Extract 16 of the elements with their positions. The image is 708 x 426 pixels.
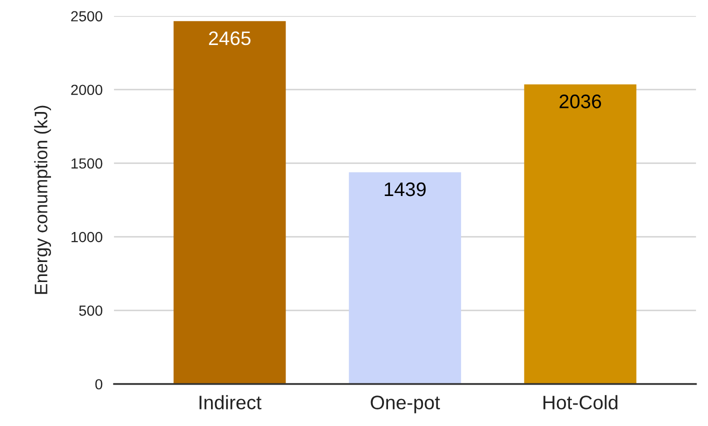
bar	[174, 21, 286, 384]
data-label: 1439	[384, 182, 426, 196]
data-label: 2465	[209, 31, 250, 46]
y-tick-label: 1500	[72, 158, 102, 169]
y-tick-label: 0	[95, 379, 102, 390]
y-tick-label: 500	[79, 306, 102, 316]
x-tick-label: One-pot	[370, 396, 440, 414]
y-tick-label: 2000	[71, 84, 102, 96]
x-tick-label: Hot-Cold	[544, 395, 618, 410]
bar	[348, 172, 462, 384]
x-tick-label: Indirect	[200, 395, 262, 410]
y-tick-label: 1000	[72, 232, 102, 242]
y-tick-label: 2500	[71, 11, 102, 22]
y-axis-title: Energy conumption (kJ)	[34, 106, 51, 294]
bar	[524, 84, 636, 384]
data-label: 2036	[560, 94, 602, 108]
